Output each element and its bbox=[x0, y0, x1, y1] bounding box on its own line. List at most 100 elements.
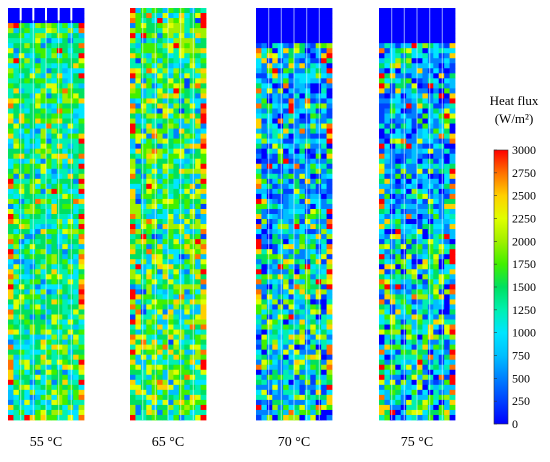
heatmap-cell bbox=[256, 23, 262, 29]
heatmap-cell bbox=[189, 48, 196, 54]
heatmap-cell bbox=[40, 274, 47, 280]
heatmap-cell bbox=[200, 28, 207, 34]
heatmap-cell bbox=[444, 198, 450, 205]
heatmap-cell bbox=[67, 379, 74, 386]
heatmap-cell bbox=[35, 58, 41, 64]
heatmap-cell bbox=[40, 48, 47, 54]
heatmap-cell bbox=[389, 43, 396, 49]
heatmap-cell bbox=[189, 334, 196, 341]
heatmap-cell bbox=[272, 254, 279, 260]
heatmap-cell bbox=[379, 193, 385, 200]
heatmap-cell bbox=[35, 334, 41, 341]
heatmap-cell bbox=[135, 123, 142, 129]
heatmap-cell bbox=[395, 158, 402, 165]
heatmap-cell bbox=[422, 224, 429, 230]
heatmap-cell bbox=[56, 103, 63, 109]
heatmap-cell bbox=[288, 93, 295, 99]
heatmap-cell bbox=[277, 163, 284, 170]
heatmap-cell bbox=[294, 269, 300, 275]
heatmap-cell bbox=[78, 208, 85, 215]
heatmap-cell bbox=[73, 244, 79, 250]
heatmap-cell bbox=[422, 399, 429, 406]
heatmap-cell bbox=[24, 264, 31, 270]
heatmap-cell bbox=[384, 299, 391, 305]
heatmap-cell bbox=[288, 138, 295, 145]
heatmap-cell bbox=[8, 249, 14, 255]
heatmap-cell bbox=[189, 349, 196, 356]
heatmap-cell bbox=[73, 389, 79, 396]
heatmap-cell bbox=[395, 188, 402, 195]
heatmap-cell bbox=[321, 374, 327, 381]
heatmap-cell bbox=[283, 148, 289, 155]
heatmap-separator bbox=[70, 8, 72, 420]
heatmap-cell bbox=[184, 404, 191, 411]
heatmap-cell bbox=[67, 244, 74, 250]
heatmap-cell bbox=[384, 364, 391, 371]
heatmap-cell bbox=[321, 344, 327, 351]
heatmap-cell bbox=[13, 414, 20, 421]
heatmap-cell bbox=[18, 183, 25, 190]
heatmap-cell bbox=[140, 203, 147, 210]
heatmap-cell bbox=[288, 68, 295, 74]
heatmap-cell bbox=[146, 138, 153, 145]
heatmap-cell bbox=[78, 48, 85, 54]
heatmap-cell bbox=[151, 414, 158, 421]
heatmap-cell bbox=[256, 58, 262, 64]
heatmap-cell bbox=[56, 224, 63, 230]
heatmap-cell bbox=[184, 249, 191, 255]
heatmap-cell bbox=[62, 38, 69, 44]
heatmap-cell bbox=[277, 384, 284, 391]
heatmap-cell bbox=[326, 384, 333, 391]
heatmap-cell bbox=[24, 224, 31, 230]
heatmap-cell bbox=[299, 389, 306, 396]
heatmap-cell bbox=[189, 309, 196, 315]
heatmap-cell bbox=[400, 83, 407, 89]
heatmap-cell bbox=[389, 158, 396, 165]
heatmap-cell bbox=[67, 364, 74, 371]
heatmap-cell bbox=[146, 108, 153, 114]
heatmap-cell bbox=[135, 103, 142, 109]
heatmap-cell bbox=[444, 68, 450, 74]
heatmap-cell bbox=[304, 304, 311, 310]
heatmap-cell bbox=[178, 354, 185, 361]
heatmap-cell bbox=[422, 394, 429, 401]
heatmap-cell bbox=[299, 13, 306, 19]
heatmap-cell bbox=[40, 339, 47, 346]
heatmap-cell bbox=[51, 234, 58, 240]
heatmap-cell bbox=[406, 23, 412, 29]
heatmap-cell bbox=[406, 309, 412, 315]
heatmap-cell bbox=[326, 379, 333, 386]
heatmap-cell bbox=[283, 364, 289, 371]
heatmap-cell bbox=[168, 289, 174, 295]
heatmap-cell bbox=[35, 389, 41, 396]
heatmap-cell bbox=[78, 68, 85, 74]
heatmap-cell bbox=[178, 163, 185, 170]
heatmap-cell bbox=[294, 118, 300, 124]
heatmap-cell bbox=[140, 208, 147, 215]
heatmap-cell bbox=[162, 414, 169, 421]
heatmap-cell bbox=[184, 178, 191, 185]
heatmap-cell bbox=[406, 399, 412, 406]
heatmap-cell bbox=[299, 369, 306, 376]
heatmap-cell bbox=[151, 314, 158, 320]
heatmap-cell bbox=[162, 269, 169, 275]
heatmap-cell bbox=[173, 23, 180, 29]
heatmap-cell bbox=[384, 178, 391, 185]
heatmap-cell bbox=[56, 279, 63, 285]
heatmap-cell bbox=[315, 103, 322, 109]
heatmap-cell bbox=[51, 259, 58, 265]
heatmap-cell bbox=[135, 219, 142, 225]
heatmap-cell bbox=[395, 78, 402, 84]
heatmap-cell bbox=[46, 274, 52, 280]
heatmap-cell bbox=[67, 264, 74, 270]
heatmap-cell bbox=[40, 349, 47, 356]
heatmap-cell bbox=[178, 289, 185, 295]
heatmap-cell bbox=[8, 143, 14, 150]
heatmap-cell bbox=[78, 163, 85, 170]
heatmap-cell bbox=[168, 249, 174, 255]
heatmap-cell bbox=[384, 118, 391, 124]
heatmap-cell bbox=[8, 188, 14, 195]
heatmap-cell bbox=[326, 18, 333, 24]
heatmap-cell bbox=[266, 18, 273, 24]
heatmap-cell bbox=[261, 208, 268, 215]
